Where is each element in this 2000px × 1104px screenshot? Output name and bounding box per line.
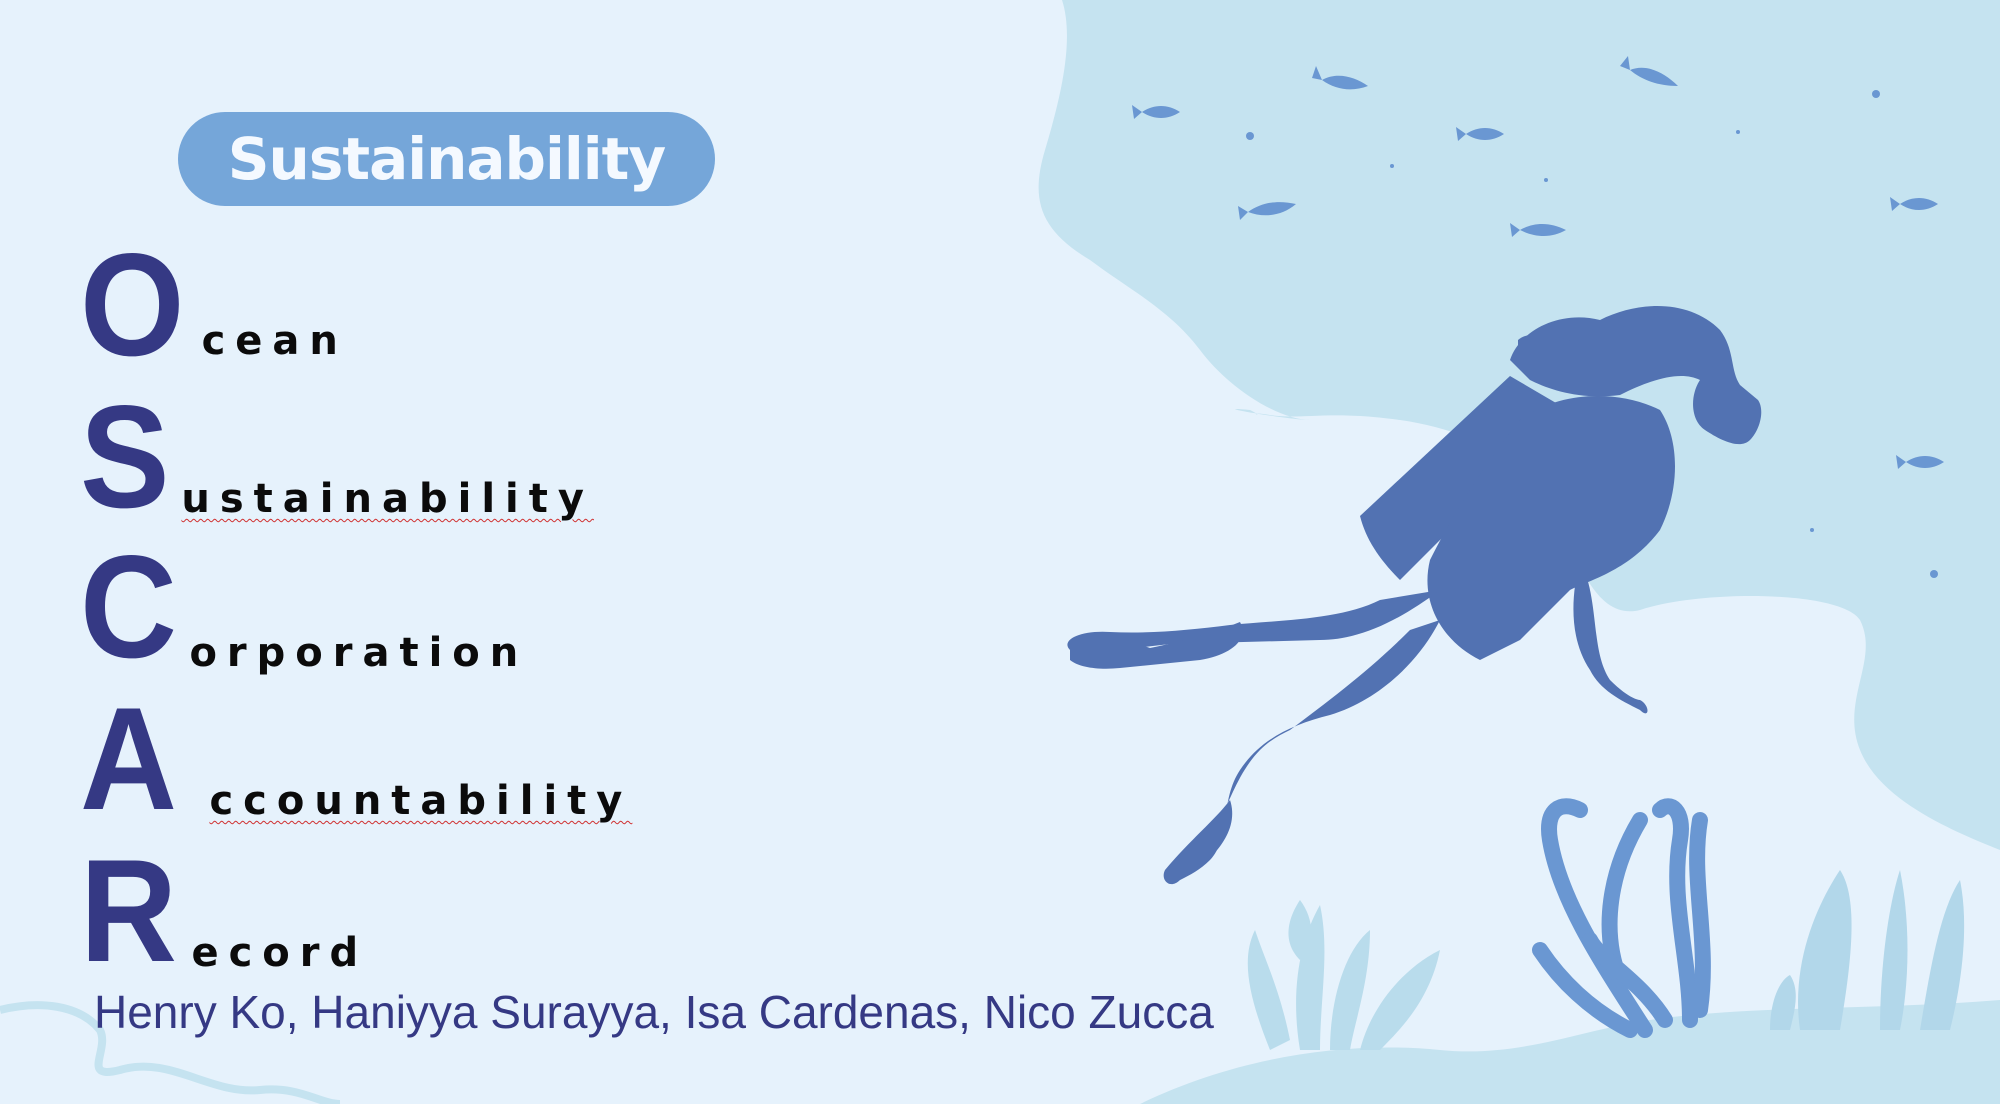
fish-icon bbox=[1132, 56, 1944, 578]
diver-silhouette-icon bbox=[1067, 306, 1762, 885]
coral-icon bbox=[1247, 900, 1440, 1050]
plant-icon bbox=[1770, 870, 1965, 1030]
acronym-row-s: S ustainability bbox=[80, 384, 594, 530]
acronym-word: ccountability bbox=[209, 778, 633, 824]
acronym-letter: A bbox=[80, 677, 178, 840]
acronym-word: orporation bbox=[189, 630, 529, 676]
acronym-letter: R bbox=[80, 829, 178, 992]
sustainability-badge: Sustainability bbox=[178, 112, 715, 206]
acronym-letter: O bbox=[80, 223, 185, 386]
acronym-row-r: R ecord bbox=[80, 838, 368, 984]
acronym-word: ecord bbox=[191, 930, 369, 976]
acronym-row-c: C orporation bbox=[80, 534, 528, 680]
acronym-row-o: O cean bbox=[80, 232, 348, 378]
badge-label: Sustainability bbox=[227, 125, 666, 193]
acronym-word: cean bbox=[201, 318, 348, 364]
acronym-letter: C bbox=[80, 525, 178, 688]
acronym-letter: S bbox=[80, 375, 170, 538]
seaweed-icon bbox=[1532, 798, 1711, 1038]
acronym-row-a: A ccountability bbox=[80, 686, 632, 832]
acronym-word: ustainability bbox=[181, 476, 594, 522]
authors-line: Henry Ko, Haniyya Surayya, Isa Cardenas,… bbox=[94, 986, 1214, 1038]
wave-line bbox=[0, 1001, 341, 1104]
